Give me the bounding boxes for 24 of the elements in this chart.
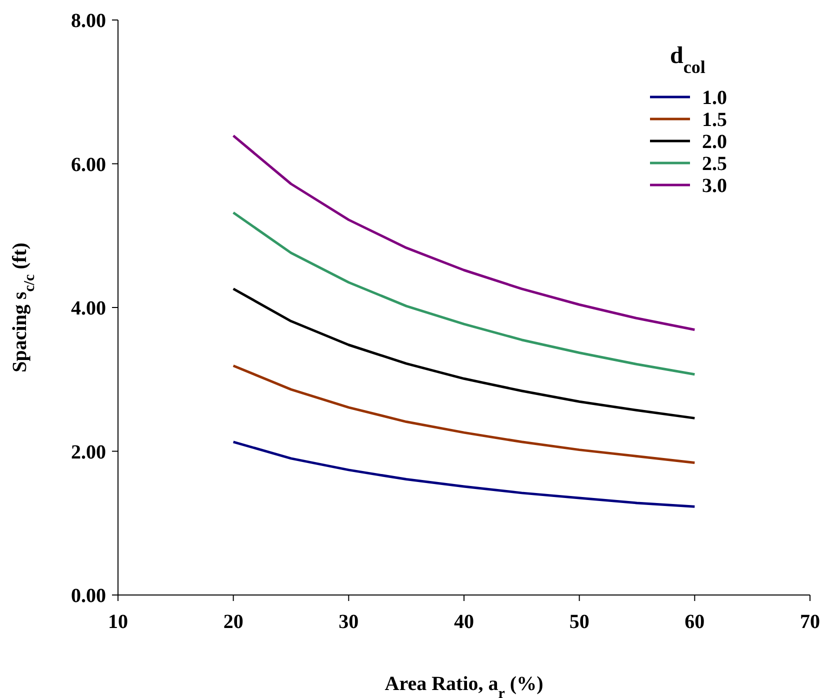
x-tick-label: 50: [569, 611, 590, 633]
legend-label: 1.5: [702, 109, 727, 131]
x-tick-label: 10: [108, 611, 128, 633]
x-tick-label: 70: [800, 611, 820, 633]
line-series: [232, 134, 696, 332]
x-tick-label: 40: [454, 611, 474, 633]
y-tick-label: 8.00: [71, 10, 106, 32]
legend-label: 3.0: [702, 175, 727, 197]
legend-title: d$_{col}$: [670, 43, 706, 77]
line-series: [232, 211, 696, 376]
x-tick-label: 60: [684, 611, 705, 633]
line-series: [232, 364, 696, 464]
y-tick-label: 0.00: [71, 585, 106, 607]
x-tick-label: 30: [338, 611, 359, 633]
y-tick-label: 6.00: [71, 154, 106, 176]
y-tick-label: 2.00: [71, 441, 106, 464]
line-series: [232, 288, 696, 420]
y-tick-label: 4.00: [71, 298, 106, 320]
x-tick-label: 20: [223, 611, 244, 633]
legend-label: 2.5: [702, 153, 727, 175]
legend-label: 1.0: [702, 87, 727, 109]
x-axis-title: Area Ratio, a$_{r}$ (%): [384, 673, 544, 698]
legend-label: 2.0: [702, 131, 727, 153]
line-series: [232, 440, 696, 508]
